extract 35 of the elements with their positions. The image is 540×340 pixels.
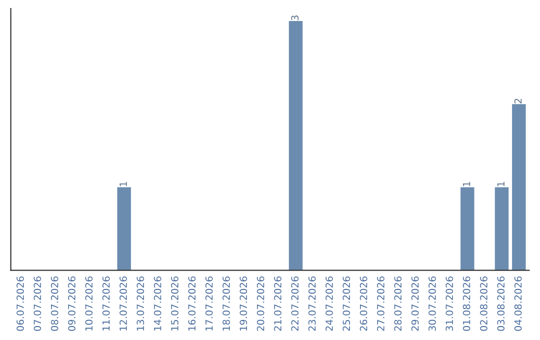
x-tick-label: 31.07.2026 (446, 276, 454, 331)
x-tick-label: 30.07.2026 (428, 276, 436, 331)
data-label: 2 (514, 98, 522, 104)
x-tick-label: 11.07.2026 (102, 276, 110, 330)
x-tick-label: 06.07.2026 (16, 276, 24, 331)
x-tick-label: 22.07.2026 (291, 276, 299, 331)
x-tick-label: 20.07.2026 (256, 276, 264, 331)
x-tick-label: 10.07.2026 (85, 276, 93, 330)
x-tick-label: 17.07.2026 (205, 276, 213, 330)
x-tick-label: 28.07.2026 (394, 276, 402, 331)
x-tick-label: 01.08.2026 (462, 276, 470, 331)
x-tick-label: 15.07.2026 (171, 276, 178, 330)
x-tick-label: 21.07.2026 (274, 276, 282, 331)
x-tick-label: 29.07.2026 (411, 276, 419, 331)
x-tick-label: 19.07.2026 (240, 276, 248, 330)
x-tick-label: 02.08.2026 (480, 276, 488, 331)
x-tick-label: 12.07.2026 (120, 276, 127, 330)
x-tick-label: 27.07.2026 (377, 276, 384, 331)
x-tick-label: 13.07.2026 (136, 276, 144, 330)
x-tick-label: 18.07.2026 (222, 276, 230, 330)
data-label: 1 (497, 182, 504, 186)
x-tick-label: 07.07.2026 (34, 276, 42, 331)
data-label: 1 (120, 182, 127, 186)
x-tick-label: 03.08.2026 (497, 276, 505, 331)
x-tick-label: 04.08.2026 (514, 276, 522, 331)
x-tick-label: 23.07.2026 (308, 276, 316, 331)
x-tick-label: 14.07.2026 (154, 276, 162, 330)
x-tick-label: 24.07.2026 (326, 276, 333, 331)
x-tick-label: 08.07.2026 (50, 276, 58, 331)
x-tick-label: 09.07.2026 (68, 276, 76, 331)
x-tick-label: 16.07.2026 (188, 276, 196, 330)
x-tick-label: 25.07.2026 (342, 276, 350, 331)
x-tick-label: 26.07.2026 (360, 276, 368, 331)
data-label: 1 (463, 182, 470, 186)
data-label: 3 (291, 16, 299, 20)
